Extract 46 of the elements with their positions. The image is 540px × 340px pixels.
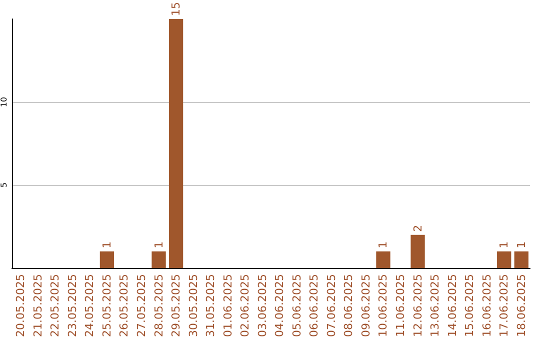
data-label: 15: [170, 2, 183, 16]
x-tick-label: 23.05.2025: [66, 274, 79, 338]
bar: [514, 251, 528, 268]
bar: [410, 234, 425, 268]
x-tick-label: 13.06.2025: [428, 274, 442, 338]
x-tick-label: 28.05.2025: [152, 274, 166, 338]
x-tick-label: 22.05.2025: [48, 274, 62, 338]
x-tick-label: 25.05.2025: [100, 274, 114, 338]
y-tick-label: 10: [0, 96, 8, 108]
x-tick-label: 20.05.2025: [14, 274, 28, 338]
data-label: 2: [411, 224, 424, 232]
x-tick-label: 12.06.2025: [411, 274, 424, 338]
x-tick-label: 01.06.2025: [221, 274, 234, 338]
x-tick-label: 08.06.2025: [342, 274, 356, 338]
x-tick-label: 15.06.2025: [463, 274, 476, 338]
x-tick-label: 26.05.2025: [118, 274, 131, 338]
x-tick-label: 03.06.2025: [256, 274, 269, 338]
data-label: 1: [100, 241, 114, 248]
x-tick-label: 30.05.2025: [186, 274, 200, 338]
x-tick-label: 17.06.2025: [498, 274, 511, 338]
x-tick-label: 27.05.2025: [135, 274, 148, 338]
bar: [100, 251, 114, 268]
x-tick-label: 31.05.2025: [204, 274, 218, 338]
x-tick-label: 18.06.2025: [514, 274, 528, 338]
y-tick-label: 5: [0, 182, 8, 188]
bar: [497, 251, 512, 268]
data-label: 1: [152, 241, 166, 248]
data-label: 1: [376, 241, 390, 248]
x-tick-label: 10.06.2025: [376, 274, 390, 338]
x-tick-label: 04.06.2025: [273, 274, 286, 338]
x-tick-label: 29.05.2025: [170, 274, 183, 338]
bar: [152, 251, 166, 268]
bar: [168, 19, 184, 268]
x-tick-label: 16.06.2025: [480, 274, 494, 338]
x-tick-label: 09.06.2025: [359, 274, 372, 338]
x-tick-label: 02.06.2025: [238, 274, 252, 338]
x-tick-label: 14.06.2025: [446, 274, 459, 338]
data-label: 1: [514, 241, 528, 248]
x-tick-label: 11.06.2025: [394, 274, 407, 338]
x-tick-label: 05.06.2025: [290, 274, 304, 338]
bar: [376, 251, 390, 268]
x-tick-label: 06.06.2025: [308, 274, 321, 338]
data-label: 1: [498, 241, 511, 248]
x-tick-label: 07.06.2025: [324, 274, 338, 338]
x-tick-label: 24.05.2025: [83, 274, 96, 338]
x-tick-label: 21.05.2025: [31, 274, 44, 338]
